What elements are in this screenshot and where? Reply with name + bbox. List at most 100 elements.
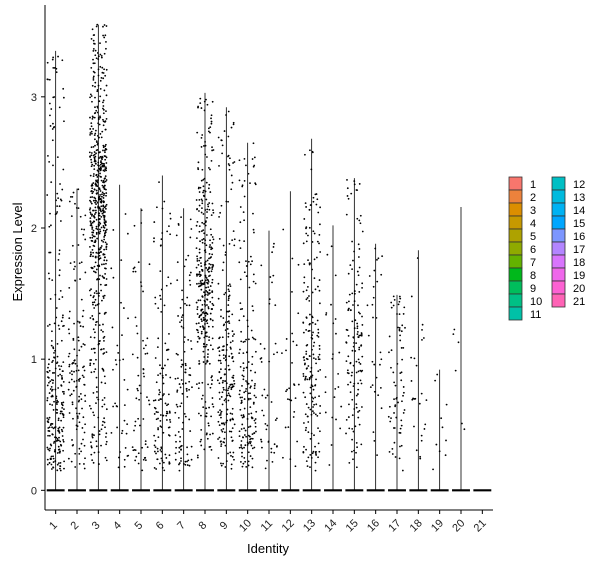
cell-point [91, 117, 94, 120]
cell-point [316, 319, 319, 322]
cell-point [183, 413, 186, 415]
cell-point [89, 199, 91, 202]
cell-point [142, 290, 144, 293]
cell-point [49, 114, 51, 117]
cell-point [91, 433, 94, 436]
cell-point [349, 391, 352, 394]
cell-point [210, 383, 213, 385]
cell-point [93, 235, 96, 238]
legend-label: 9 [530, 283, 536, 295]
cell-point [51, 395, 54, 398]
cell-point [232, 123, 235, 126]
cell-point [201, 381, 204, 384]
cell-point [197, 264, 200, 266]
cell-point [105, 194, 107, 197]
cell-point [92, 190, 95, 193]
cell-point [178, 462, 181, 464]
cell-point [197, 167, 199, 169]
cell-point [380, 358, 383, 361]
cell-point [92, 48, 95, 50]
cell-point [168, 411, 171, 414]
cell-point [221, 403, 224, 406]
cell-point [238, 352, 241, 355]
cell-point [233, 380, 235, 382]
cell-point [46, 420, 49, 423]
violin-group-12 [281, 191, 300, 492]
cell-point [222, 261, 225, 264]
cell-point [249, 182, 251, 185]
cell-point [203, 303, 206, 306]
x-tick-label: 10 [237, 517, 254, 534]
cell-point [97, 55, 100, 58]
cell-point [178, 463, 180, 466]
cell-point [48, 323, 51, 326]
cell-point [207, 130, 210, 133]
cell-point [166, 412, 169, 415]
cell-point [357, 304, 359, 307]
legend-item-3: 3 [508, 202, 536, 217]
cell-point [99, 246, 102, 249]
cell-point [50, 344, 53, 347]
cell-point [102, 101, 104, 104]
cell-point [153, 413, 156, 415]
cell-point [308, 262, 311, 265]
cell-point [120, 301, 122, 304]
cell-point [82, 438, 84, 441]
cell-point [303, 218, 306, 220]
cell-point [94, 85, 96, 88]
cell-point [198, 191, 201, 193]
cell-point [315, 403, 318, 406]
cell-point [95, 227, 98, 230]
cell-point [135, 397, 138, 400]
cell-point [310, 413, 313, 416]
cell-point [90, 154, 93, 157]
cell-point [204, 318, 207, 321]
cell-point [368, 275, 371, 277]
cell-point [313, 232, 316, 235]
cell-point [346, 187, 349, 190]
cell-point [84, 400, 87, 402]
cell-point [89, 251, 92, 254]
cell-point [72, 443, 75, 446]
cell-point [89, 362, 92, 365]
cell-point [84, 238, 87, 241]
cell-point [105, 408, 108, 411]
cell-point [267, 441, 270, 443]
cell-point [162, 394, 164, 397]
cell-point [358, 423, 361, 426]
cell-point [100, 215, 103, 218]
cell-point [56, 361, 59, 364]
cell-point [60, 199, 63, 202]
cell-point [99, 230, 102, 233]
cell-point [416, 257, 419, 259]
cell-point [95, 402, 97, 405]
cell-point [399, 297, 402, 300]
cell-point [348, 461, 351, 464]
cell-point [180, 402, 183, 405]
legend-label: 18 [573, 257, 585, 269]
cell-point [208, 339, 210, 342]
cell-point [104, 284, 107, 287]
cell-point [209, 433, 211, 436]
cell-point [240, 444, 243, 446]
cell-point [243, 219, 246, 222]
cell-point [47, 371, 49, 374]
cell-point [93, 134, 96, 137]
legend-swatch [508, 228, 523, 243]
cell-point [91, 267, 94, 270]
cell-point [355, 394, 358, 397]
cell-point [190, 228, 193, 230]
cell-point [62, 416, 65, 419]
cell-point [101, 263, 103, 266]
cell-point [97, 117, 100, 119]
cell-point [103, 36, 106, 39]
cell-point [305, 448, 307, 451]
cell-point [59, 465, 61, 467]
cell-point [219, 359, 222, 362]
x-tick-label: 8 [196, 519, 209, 532]
cell-point [102, 105, 105, 107]
cell-point [167, 393, 170, 396]
cell-point [224, 368, 227, 370]
cell-point [230, 463, 233, 466]
cell-point [59, 440, 62, 443]
